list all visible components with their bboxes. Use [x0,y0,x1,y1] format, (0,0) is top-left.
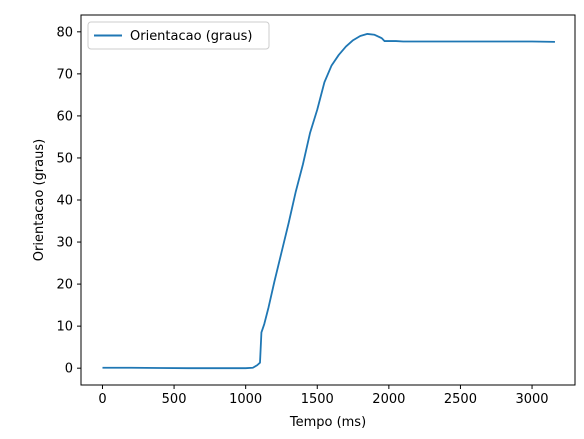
x-tick-label: 1000 [229,392,262,407]
y-tick-label: 10 [56,320,73,335]
x-axis: 0 500 1000 1500 2000 2500 3000 [98,385,549,407]
y-tick-label: 80 [56,25,73,40]
x-axis-label: Tempo (ms) [289,415,366,430]
x-tick-label: 0 [98,392,106,407]
x-tick-label: 2500 [444,392,477,407]
legend: Orientacao (graus) [87,21,270,50]
series-line-0 [102,33,555,370]
y-tick-label: 30 [56,236,73,251]
x-tick-label: 2000 [372,392,405,407]
y-tick-label: 40 [56,194,73,209]
series-layer [102,33,555,370]
y-tick-label: 20 [56,278,73,293]
legend-label: Orientacao (graus) [130,29,252,44]
y-tick-label: 0 [65,362,73,377]
y-axis: 0 10 20 30 40 50 60 70 80 [56,25,81,377]
legend-box [87,21,270,50]
y-tick-label: 50 [56,151,73,166]
x-tick-label: 500 [162,392,187,407]
y-tick-label: 70 [56,67,73,82]
y-axis-label: Orientacao (graus) [32,139,47,261]
x-tick-label: 1500 [301,392,334,407]
x-tick-label: 3000 [515,392,548,407]
y-tick-label: 60 [56,109,73,124]
